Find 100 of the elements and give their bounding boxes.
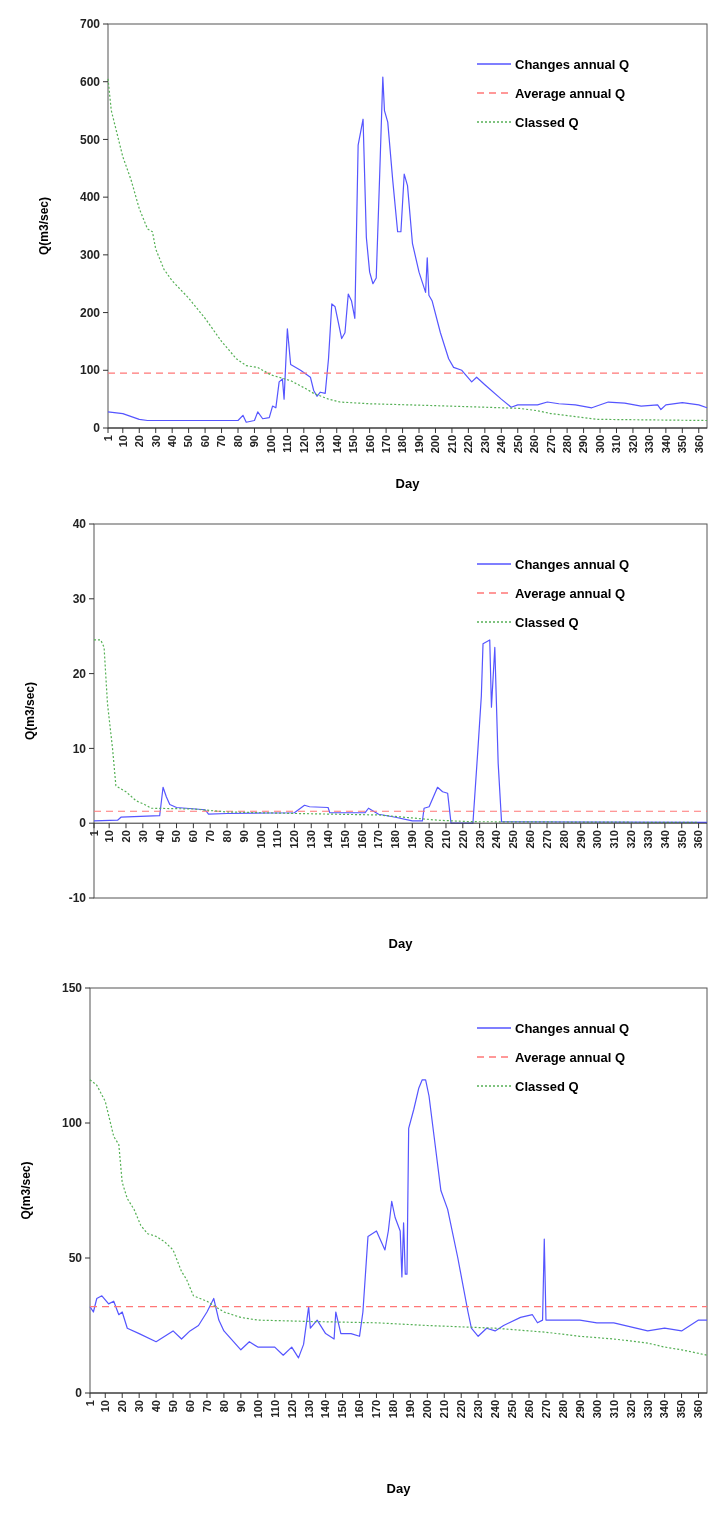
x-tick-label: 90 (237, 830, 250, 843)
y-axis-title: Q(m3/sec) (19, 1161, 33, 1220)
x-tick-label: 250 (507, 830, 520, 849)
y-tick-label: 50 (68, 1251, 83, 1266)
x-tick-label: 330 (641, 1400, 654, 1419)
x-tick-label: 210 (439, 830, 452, 849)
x-tick-label: 110 (268, 1400, 281, 1418)
x-tick-label: 190 (406, 830, 419, 849)
x-tick-label: 60 (198, 435, 211, 448)
x-tick-label: 120 (297, 435, 310, 454)
legend-label: Changes annual Q (515, 56, 630, 72)
x-tick-label: 50 (170, 830, 183, 843)
y-tick-label: 200 (79, 305, 101, 320)
x-tick-label: 10 (103, 830, 116, 843)
x-tick-label: 140 (330, 435, 343, 454)
x-tick-label: 1 (101, 435, 114, 442)
x-tick-label: 260 (522, 1400, 535, 1419)
x-tick-label: 220 (462, 435, 475, 454)
y-tick-label: 10 (72, 741, 87, 756)
legend-label: Average annual Q (515, 85, 626, 101)
x-tick-label: 200 (422, 830, 435, 849)
x-tick-label: 60 (183, 1400, 196, 1413)
y-tick-label: 100 (79, 363, 101, 378)
x-tick-label: 200 (421, 1400, 434, 1419)
x-tick-label: 280 (556, 1400, 569, 1419)
x-tick-label: 290 (577, 435, 590, 454)
x-tick-label: 300 (593, 435, 606, 454)
x-tick-label: 80 (220, 830, 233, 843)
y-tick-label: 0 (75, 1386, 83, 1401)
x-tick-label: 210 (438, 1400, 451, 1419)
x-tick-label: 350 (676, 435, 689, 454)
legend-label: Classed Q (515, 114, 579, 130)
x-tick-label: 310 (610, 435, 623, 454)
x-tick-label: 350 (675, 1400, 688, 1419)
x-tick-label: 260 (524, 830, 537, 849)
x-tick-label: 170 (370, 1400, 383, 1419)
x-tick-label: 300 (590, 1400, 603, 1419)
x-tick-label: 180 (389, 830, 402, 849)
x-tick-label: 280 (557, 830, 570, 849)
x-tick-label: 170 (372, 830, 385, 849)
x-tick-label: 240 (490, 830, 503, 849)
x-tick-label: 130 (305, 830, 318, 849)
y-axis-title: Q(m3/sec) (23, 681, 37, 741)
x-tick-label: 140 (319, 1400, 332, 1419)
legend-label: Changes annual Q (515, 1020, 630, 1036)
x-tick-label: 100 (251, 1400, 264, 1419)
x-tick-label: 100 (264, 435, 277, 454)
x-tick-label: 250 (505, 1400, 518, 1419)
y-tick-label: 0 (93, 421, 101, 436)
x-tick-label: 320 (624, 1400, 637, 1419)
x-tick-label: 260 (528, 435, 541, 454)
x-tick-label: 140 (321, 830, 334, 849)
x-tick-label: 300 (591, 830, 604, 849)
x-tick-label: 100 (254, 830, 267, 849)
x-tick-label: 320 (625, 830, 638, 849)
x-tick-label: 60 (187, 830, 200, 843)
x-tick-label: 340 (659, 435, 672, 454)
x-tick-label: 90 (234, 1400, 247, 1413)
x-tick-label: 340 (658, 830, 671, 849)
x-tick-label: 310 (608, 830, 621, 849)
x-tick-label: 120 (285, 1400, 298, 1419)
x-tick-label: 230 (478, 435, 491, 454)
x-tick-label: 240 (488, 1400, 501, 1419)
x-tick-label: 190 (412, 435, 425, 454)
x-tick-label: 110 (281, 435, 294, 453)
x-tick-label: 330 (643, 435, 656, 454)
x-tick-label: 150 (336, 1400, 349, 1419)
x-tick-label: 350 (675, 830, 688, 849)
x-tick-label: 1 (87, 830, 100, 837)
legend-label: Average annual Q (515, 1049, 626, 1065)
x-tick-label: 50 (166, 1400, 179, 1413)
x-tick-label: 40 (149, 1400, 162, 1413)
x-tick-label: 220 (456, 830, 469, 849)
x-tick-label: 70 (200, 1400, 213, 1413)
x-tick-label: 250 (511, 435, 524, 454)
x-tick-label: 30 (133, 1400, 146, 1413)
x-tick-label: 360 (692, 830, 705, 849)
x-tick-label: 40 (153, 830, 166, 843)
x-tick-label: 160 (355, 830, 368, 849)
x-tick-label: 110 (271, 830, 284, 848)
x-tick-label: 360 (692, 435, 705, 454)
x-tick-label: 200 (429, 435, 442, 454)
x-tick-label: 270 (539, 1400, 552, 1419)
x-tick-label: 80 (217, 1400, 230, 1413)
x-tick-label: 50 (182, 435, 195, 448)
x-tick-label: 10 (116, 435, 129, 448)
x-tick-label: 40 (166, 435, 179, 448)
x-tick-label: 120 (288, 830, 301, 849)
y-tick-label: 700 (79, 17, 101, 32)
x-tick-label: 20 (119, 830, 132, 843)
legend-label: Classed Q (515, 1078, 579, 1094)
x-tick-label: 20 (133, 435, 146, 448)
x-tick-label: 150 (338, 830, 351, 849)
x-tick-label: 230 (473, 830, 486, 849)
x-tick-label: 20 (116, 1400, 129, 1413)
x-tick-label: 130 (314, 435, 327, 454)
y-tick-label: 600 (79, 74, 101, 89)
y-tick-label: 150 (61, 981, 83, 996)
x-tick-label: 290 (574, 830, 587, 849)
y-tick-label: 40 (72, 517, 87, 532)
